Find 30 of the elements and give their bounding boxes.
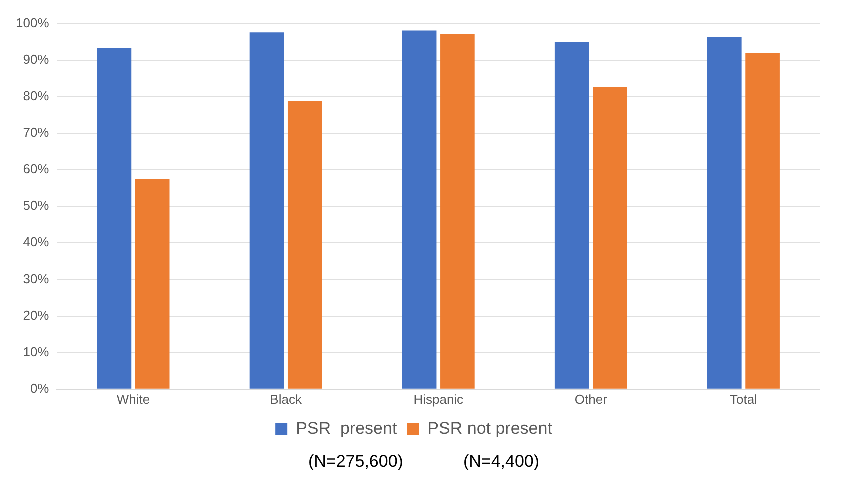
bar bbox=[135, 180, 170, 389]
x-tick-label: Black bbox=[270, 392, 302, 407]
bar bbox=[97, 48, 132, 389]
y-tick-label: 20% bbox=[23, 308, 50, 323]
y-tick-label: 60% bbox=[23, 162, 50, 177]
bar bbox=[746, 53, 780, 389]
bar bbox=[402, 30, 437, 389]
bar bbox=[288, 101, 322, 389]
y-tick-label: 30% bbox=[23, 271, 50, 286]
y-tick-label: 90% bbox=[23, 52, 50, 67]
bar bbox=[554, 42, 590, 389]
x-tick-label: White bbox=[116, 392, 150, 407]
y-tick-label: 70% bbox=[23, 125, 50, 140]
y-tick-label: 40% bbox=[23, 234, 50, 250]
text: (N=4,400) bbox=[463, 452, 540, 472]
y-tick-label: 10% bbox=[23, 344, 50, 360]
y-tick-label: 50% bbox=[23, 198, 50, 214]
legend-label: PSR not present bbox=[428, 419, 553, 438]
bar bbox=[250, 32, 284, 389]
bar bbox=[593, 87, 628, 389]
x-tick-label: Hispanic bbox=[414, 392, 464, 407]
bar bbox=[440, 34, 475, 389]
y-tick-label: 0% bbox=[30, 380, 50, 396]
legend-label: PSR present bbox=[296, 419, 398, 438]
x-tick-label: Total bbox=[730, 392, 758, 407]
text: (N=275,600) bbox=[308, 452, 404, 472]
y-tick-label: 80% bbox=[23, 88, 50, 104]
x-tick-label: Other bbox=[574, 392, 608, 407]
bar bbox=[707, 37, 742, 389]
y-tick-label: 100% bbox=[16, 15, 50, 30]
